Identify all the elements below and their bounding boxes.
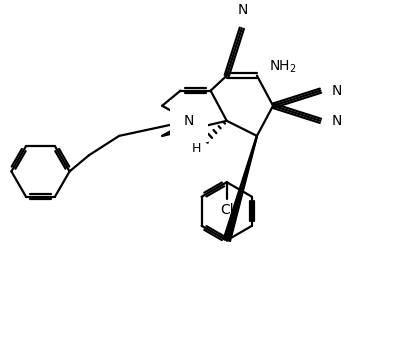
- Polygon shape: [223, 136, 257, 241]
- Text: NH$_2$: NH$_2$: [269, 59, 297, 75]
- Text: N: N: [184, 114, 194, 128]
- Text: N: N: [238, 3, 248, 18]
- Text: N: N: [331, 114, 342, 128]
- Text: N: N: [331, 84, 342, 98]
- Text: H: H: [192, 142, 201, 155]
- Text: Cl: Cl: [220, 203, 234, 217]
